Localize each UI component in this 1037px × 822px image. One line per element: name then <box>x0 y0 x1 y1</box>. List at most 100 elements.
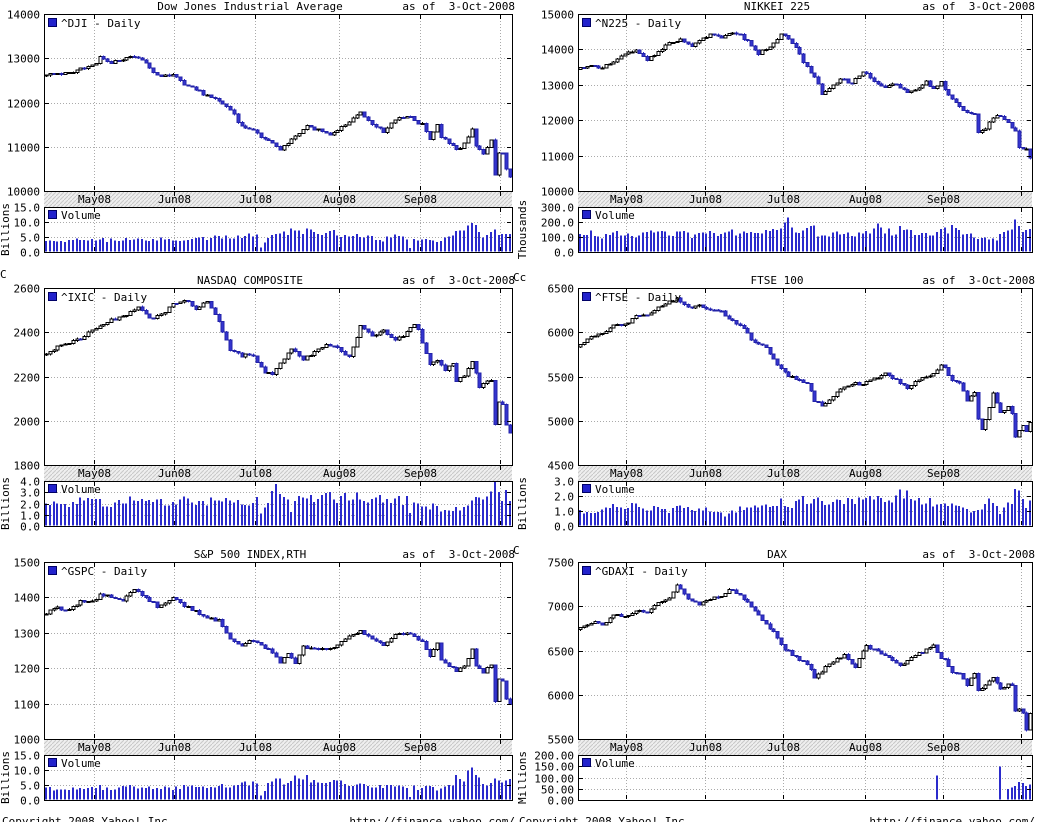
price-tick-label: 7500 <box>548 557 575 570</box>
price-tick-label: 12000 <box>541 115 574 128</box>
volume-tick-label: 200.0 <box>541 217 574 230</box>
price-tick-label: 14000 <box>7 9 40 22</box>
footer-url: http://finance.yahoo.com/ <box>869 815 1035 822</box>
price-tick-label: 15000 <box>541 9 574 22</box>
volume-tick-label: 1.0 <box>20 510 40 523</box>
chart-tile-gspc: S&P 500 INDEX,RTH as of 3-Oct-2008 1500 140… <box>0 548 517 822</box>
price-tick-label: 5500 <box>548 372 575 385</box>
series-legend-swatch <box>48 292 57 301</box>
price-tick-label: 2000 <box>14 416 41 429</box>
series-legend-label: ^N225 - Daily <box>595 17 681 30</box>
price-tick-label: 1100 <box>14 699 41 712</box>
volume-tick-label: 5.0 <box>20 232 40 245</box>
date-axis-band <box>578 740 1032 755</box>
gridlines <box>45 563 511 799</box>
chart-title: Dow Jones Industrial Average <box>157 0 342 13</box>
price-tick-label: 11000 <box>7 142 40 155</box>
as-of-label: as of 3-Oct-2008 <box>922 274 1035 287</box>
volume-unit-label: Millions <box>517 751 529 804</box>
volume-unit-label: Billions <box>0 477 12 530</box>
volume-bars <box>579 217 1031 252</box>
volume-tick-label: 0.0 <box>20 521 40 534</box>
volume-tick-label: 15.0 <box>14 202 41 215</box>
series-legend-label: ^DJI - Daily <box>61 17 141 30</box>
volume-tick-label: 0.0 <box>20 795 40 808</box>
axis-labels: DAX as of 3-Oct-2008 7500 7000 6500 6000 5500 2… <box>517 548 1035 822</box>
gridlines <box>579 15 1031 251</box>
as-of-label: as of 3-Oct-2008 <box>922 0 1035 13</box>
volume-tick-label: 10.0 <box>14 217 41 230</box>
as-of-label: as of 3-Oct-2008 <box>402 0 515 13</box>
axis-labels: Dow Jones Industrial Average as of 3-Oct-… <box>0 0 515 260</box>
volume-unit-label: Billions <box>0 751 12 804</box>
price-tick-label: 1300 <box>14 628 41 641</box>
price-tick-label: 10000 <box>7 186 40 199</box>
chart-tile-gdaxi: DAX as of 3-Oct-2008 7500 7000 6500 6000 5500 2… <box>517 548 1037 822</box>
volume-legend-swatch <box>48 758 57 767</box>
chart-title: DAX <box>767 548 787 561</box>
price-tick-label: 2400 <box>14 327 41 340</box>
volume-tick-label: 15.0 <box>14 750 41 763</box>
volume-legend-swatch <box>582 210 591 219</box>
candlestick-series <box>44 54 513 179</box>
volume-legend-label: Volume <box>61 757 101 770</box>
volume-unit-label: Billions <box>517 477 529 530</box>
volume-legend-swatch <box>48 210 57 219</box>
as-of-label: as of 3-Oct-2008 <box>402 274 515 287</box>
volume-bars <box>45 222 511 252</box>
plot-frame <box>44 288 513 527</box>
chart-tile-ixic: NASDAQ COMPOSITE as of 3-Oct-2008 2600 2400… <box>0 274 517 548</box>
month-label: Sep08 <box>927 193 960 206</box>
price-tick-label: 6000 <box>548 690 575 703</box>
candlestick-series <box>578 297 1033 438</box>
price-tick-label: 5500 <box>548 734 575 747</box>
candlestick-series <box>578 583 1033 732</box>
volume-legend-label: Volume <box>61 209 101 222</box>
price-tick-label: 2600 <box>14 283 41 296</box>
month-label: Sep08 <box>404 741 437 754</box>
volume-tick-label: 200.00 <box>534 750 574 763</box>
volume-tick-label: 0.00 <box>548 795 575 808</box>
as-of-label: as of 3-Oct-2008 <box>922 548 1035 561</box>
price-tick-label: 2200 <box>14 372 41 385</box>
chart-title: S&P 500 INDEX,RTH <box>194 548 307 561</box>
axis-labels: FTSE 100 as of 3-Oct-2008 6500 6000 5500 5000… <box>517 274 1035 534</box>
price-tick-label: 1800 <box>14 460 41 473</box>
month-label: May08 <box>610 193 643 206</box>
clipped-text-fragment: Cc <box>513 271 527 284</box>
month-label: Sep08 <box>404 467 437 480</box>
volume-tick-label: 2.0 <box>20 499 40 512</box>
plot-frame <box>578 288 1033 527</box>
volume-tick-label: 150.00 <box>534 761 574 774</box>
price-tick-label: 12000 <box>7 98 40 111</box>
candlestick-chart-image: NIKKEI 225 as of 3-Oct-2008 15000 14000 1300… <box>517 0 1035 260</box>
volume-tick-label: 1.0 <box>554 506 574 519</box>
month-label: Aug08 <box>323 193 356 206</box>
series-legend-swatch <box>48 18 57 27</box>
candlestick-chart-image: Dow Jones Industrial Average as of 3-Oct-… <box>0 0 515 260</box>
volume-legend-swatch <box>582 484 591 493</box>
clipped-text-fragment: C <box>513 544 520 557</box>
month-label: Jun08 <box>158 741 191 754</box>
copyright-footer: Copyright 2008 Yahoo! Inc. <box>519 815 691 822</box>
volume-tick-label: 100.00 <box>534 773 574 786</box>
axis-labels: NASDAQ COMPOSITE as of 3-Oct-2008 2600 2400… <box>0 274 515 534</box>
candlestick-series <box>578 31 1033 160</box>
series-legend-swatch <box>582 18 591 27</box>
candlestick-chart-image: FTSE 100 as of 3-Oct-2008 6500 6000 5500 5000… <box>517 274 1035 534</box>
month-label: Aug08 <box>849 741 882 754</box>
series-legend-swatch <box>582 292 591 301</box>
volume-tick-label: 3.0 <box>20 487 40 500</box>
month-label: Sep08 <box>404 193 437 206</box>
volume-tick-label: 0.0 <box>554 247 574 260</box>
series-legend-label: ^GDAXI - Daily <box>595 565 688 578</box>
date-axis-band <box>44 740 512 755</box>
volume-unit-label: Thousands <box>517 200 529 260</box>
volume-tick-label: 300.0 <box>541 202 574 215</box>
gridlines <box>579 563 1031 799</box>
candlestick-chart-image: DAX as of 3-Oct-2008 7500 7000 6500 6000 5500 2… <box>517 548 1035 822</box>
month-label: Jun08 <box>689 193 722 206</box>
month-label: May08 <box>610 467 643 480</box>
month-label: Jun08 <box>158 467 191 480</box>
series-legend-label: ^IXIC - Daily <box>61 291 147 304</box>
